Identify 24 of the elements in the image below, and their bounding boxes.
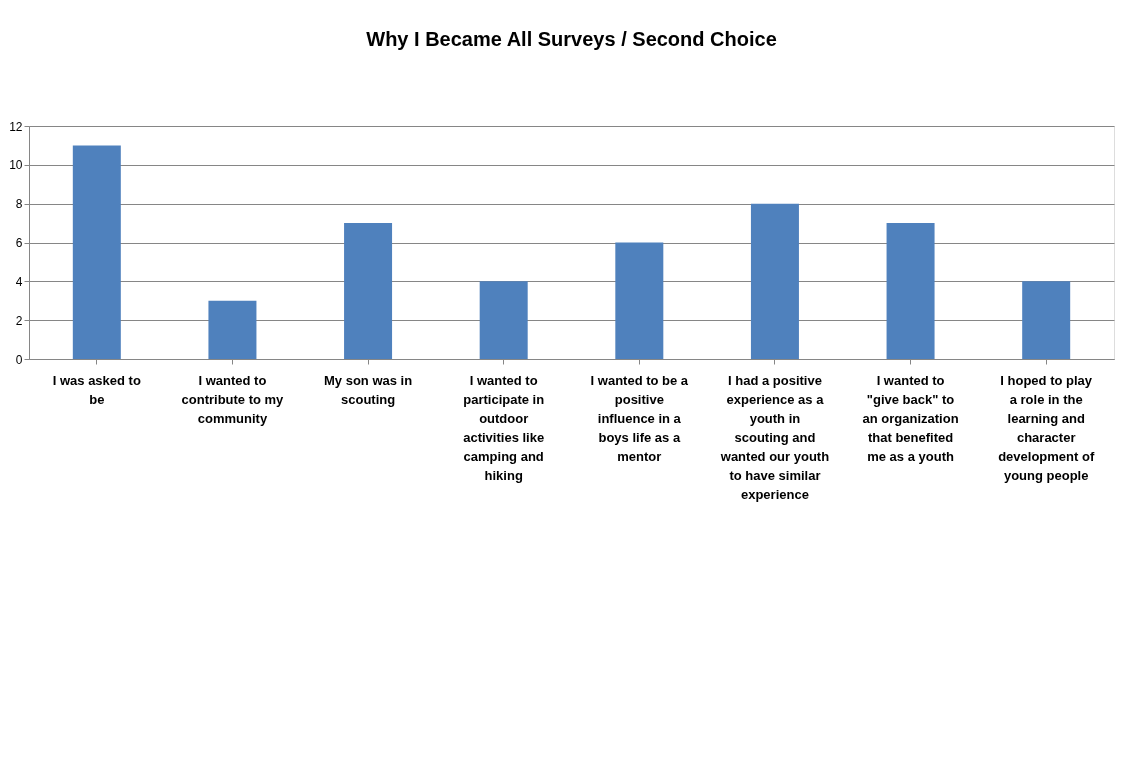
x-tick-label: I was asked to be <box>52 372 141 407</box>
x-tick-label: I wanted to be a positive influence in a boys life as a mentor <box>590 372 689 464</box>
chart-title: Why I Became All Surveys / Second Choice <box>366 28 777 50</box>
y-tick-label: 8 <box>15 197 23 212</box>
bar <box>479 281 528 359</box>
x-tick-label: My son was in scouting <box>323 372 413 407</box>
y-tick-label: 4 <box>15 274 23 289</box>
bar <box>72 145 121 359</box>
bar <box>1022 281 1071 359</box>
x-tick-label: I wanted to participate in outdoor activities like camping and hiking <box>463 372 545 483</box>
x-tick-label: I had a positive experience as a youth in scouting and wanted our youth to have similar experience <box>719 372 830 502</box>
x-tick-label: I wanted to "give back" to an organization that benefited me as a youth <box>862 372 959 464</box>
y-tick-label: 6 <box>15 236 23 250</box>
y-tick-label: 10 <box>9 158 23 173</box>
bar <box>208 300 257 359</box>
y-tick-label: 2 <box>15 313 23 328</box>
y-tick-label: 12 <box>9 119 23 134</box>
bar <box>615 242 664 359</box>
bar <box>750 203 799 359</box>
bar <box>344 223 393 359</box>
x-tick-label: I hoped to play a role in the learning and character development of young people <box>998 372 1095 483</box>
x-tick-label: I wanted to contribute to my community <box>181 372 285 426</box>
y-tick-label: 0 <box>15 352 23 367</box>
bar <box>886 223 935 359</box>
